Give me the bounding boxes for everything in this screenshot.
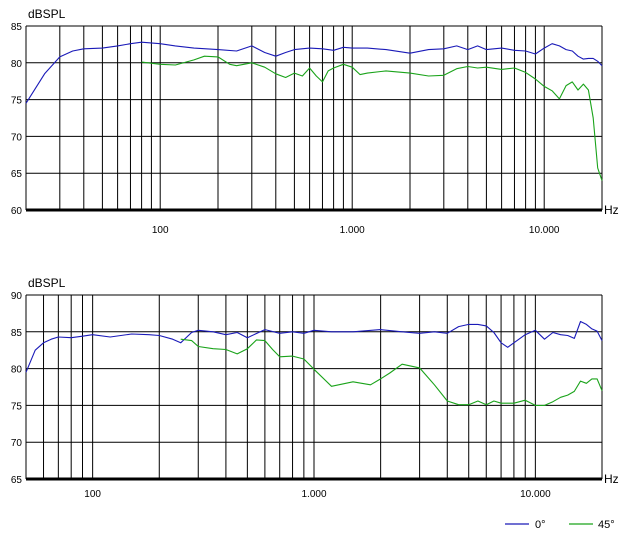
chart-1-ytick-label: 65: [11, 169, 23, 180]
chart-2-xtick-label: 10.000: [520, 489, 551, 500]
chart-2-series: [25, 320, 603, 406]
chart-1-xlabel: Hz: [604, 203, 619, 217]
chart-2-xlabel: Hz: [604, 472, 619, 486]
legend: 0° 45°: [505, 519, 615, 531]
chart-1-ytick-labels: 85 80 75 70 65 60: [11, 22, 23, 217]
chart-2-xtick-labels: 100 1.000 10.000: [84, 489, 551, 500]
chart-2-ytick-label: 70: [11, 438, 23, 449]
chart-2-ytick-label: 85: [11, 328, 23, 339]
chart-1-series: [25, 41, 603, 181]
chart-1-xtick-label: 10.000: [529, 225, 560, 236]
chart-2-ytick-label: 75: [11, 401, 23, 412]
chart-1-ytick-label: 75: [11, 96, 23, 107]
chart-1-series-0deg-line: [25, 41, 603, 104]
chart-1-xtick-labels: 100 1.000 10.000: [152, 225, 560, 236]
chart-2-xtick-label: 100: [84, 489, 101, 500]
chart-2-ytick-label: 90: [11, 291, 23, 302]
chart-1-xtick-label: 1.000: [340, 225, 365, 236]
chart-1-xtick-label: 100: [152, 225, 169, 236]
chart-1-series-45deg-line: [141, 55, 603, 181]
chart-1-grid: [25, 25, 603, 212]
chart-1-ytick-label: 60: [11, 206, 23, 217]
chart-2-ytick-label: 80: [11, 365, 23, 376]
chart-2-grid: [25, 294, 603, 481]
chart-1-ytick-label: 80: [11, 59, 23, 70]
chart-1: dBSPL 85 80 75 70 65 60 100 1.000 10.000 Hz: [11, 7, 619, 236]
legend-label-45deg: 45°: [598, 519, 615, 531]
chart-2-ylabel: dBSPL: [28, 276, 66, 290]
chart-2-xtick-label: 1.000: [301, 489, 326, 500]
chart-2-series-0deg-line: [25, 320, 603, 373]
chart-2-series-45deg-line: [180, 338, 603, 406]
chart-2-ytick-labels: 90 85 80 75 70 65: [11, 291, 23, 486]
legend-label-0deg: 0°: [535, 519, 546, 531]
chart-1-ytick-label: 70: [11, 132, 23, 143]
chart-2-ytick-label: 65: [11, 475, 23, 486]
chart-2: dBSPL 90 85 80 75 70 65 100 1.000 10.000 Hz: [11, 276, 619, 500]
chart-1-ytick-label: 85: [11, 22, 23, 33]
chart-1-ylabel: dBSPL: [28, 7, 66, 21]
